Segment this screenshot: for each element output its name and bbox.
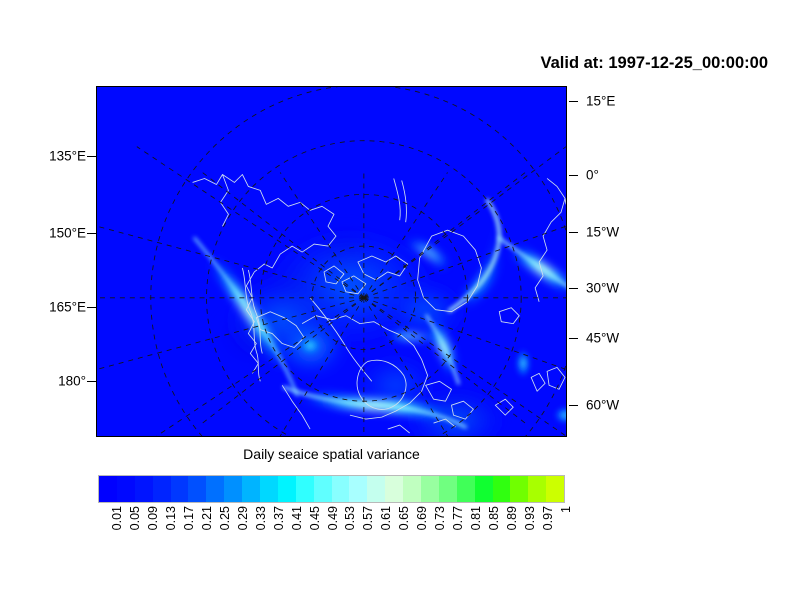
colorbar-swatch-1 <box>116 476 135 502</box>
colorbar-tick-11: 0.45 <box>307 506 322 531</box>
colorbar-tick-14: 0.57 <box>361 506 376 531</box>
colorbar-swatch-4 <box>170 476 189 502</box>
variance-high-ridges <box>187 191 566 436</box>
graticule-parallels <box>150 87 566 436</box>
graticule-meridians <box>97 146 566 436</box>
axis-label-right-1: 0° <box>586 167 599 183</box>
colorbar-tick-12: 0.49 <box>325 506 340 531</box>
tick-mark-left-0 <box>87 156 96 157</box>
colorbar-swatch-17 <box>403 476 422 502</box>
axis-label-left-1: 150°E <box>49 225 86 241</box>
colorbar-swatch-20 <box>456 476 475 502</box>
tick-mark-right-4 <box>569 338 578 339</box>
colorbar-swatch-14 <box>349 476 368 502</box>
colorbar-swatch-24 <box>528 476 547 502</box>
axis-label-left-0: 135°E <box>49 148 86 164</box>
colorbar-tick-9: 0.37 <box>271 506 286 531</box>
tick-mark-left-2 <box>87 307 96 308</box>
colorbar-swatch-2 <box>134 476 153 502</box>
tick-mark-right-1 <box>569 175 578 176</box>
colorbar-swatch-0 <box>99 476 117 502</box>
colorbar-tick-23: 0.93 <box>523 506 538 531</box>
colorbar-swatch-6 <box>206 476 225 502</box>
colorbar-swatch-21 <box>474 476 493 502</box>
colorbar-swatch-25 <box>546 476 565 502</box>
axis-label-right-5: 60°W <box>586 397 620 413</box>
colorbar-swatch-12 <box>313 476 332 502</box>
tick-mark-right-5 <box>569 405 578 406</box>
axis-label-left-2: 165°E <box>49 299 86 315</box>
colorbar-tick-8: 0.33 <box>253 506 268 531</box>
map-plot-area <box>96 86 567 437</box>
colorbar-swatch-11 <box>295 476 314 502</box>
colorbar-swatch-18 <box>421 476 439 502</box>
axis-label-right-0: 15°E <box>586 93 616 109</box>
colorbar-tick-18: 0.73 <box>433 506 448 531</box>
tick-mark-left-3 <box>87 381 96 382</box>
colorbar-swatch-19 <box>438 476 457 502</box>
tick-mark-right-3 <box>569 288 578 289</box>
axis-label-right-4: 45°W <box>586 330 620 346</box>
page-title: Valid at: 1997-12-25_00:00:00 <box>540 54 768 72</box>
colorbar-gradient <box>98 475 565 503</box>
axis-label-right-2: 15°W <box>586 224 620 240</box>
colorbar-swatch-9 <box>260 476 278 502</box>
colorbar-swatch-22 <box>492 476 511 502</box>
colorbar-caption: Daily seaice spatial variance <box>243 446 420 462</box>
colorbar-tick-5: 0.21 <box>199 506 214 531</box>
colorbar-tick-15: 0.61 <box>379 506 394 531</box>
colorbar-tick-2: 0.09 <box>145 506 160 531</box>
colorbar-tick-16: 0.65 <box>397 506 412 531</box>
axis-label-right-3: 30°W <box>586 280 620 296</box>
colorbar-swatch-15 <box>367 476 386 502</box>
colorbar-swatch-7 <box>224 476 243 502</box>
colorbar-tick-7: 0.29 <box>235 506 250 531</box>
colorbar-swatch-5 <box>188 476 207 502</box>
colorbar-swatch-16 <box>385 476 404 502</box>
colorbar-tick-19: 0.77 <box>451 506 466 531</box>
colorbar-swatch-13 <box>331 476 350 502</box>
axis-label-left-3: 180° <box>58 373 86 389</box>
colorbar-tick-17: 0.69 <box>415 506 430 531</box>
colorbar-tick-20: 0.81 <box>469 506 484 531</box>
colorbar-tick-3: 0.13 <box>163 506 178 531</box>
colorbar-tick-1: 0.05 <box>127 506 142 531</box>
colorbar-tick-0: 0.01 <box>109 506 124 531</box>
tick-mark-right-0 <box>569 101 578 102</box>
colorbar-swatch-10 <box>277 476 296 502</box>
colorbar-swatch-23 <box>510 476 529 502</box>
colorbar-tick-24: 0.97 <box>541 506 556 531</box>
tick-mark-right-2 <box>569 232 578 233</box>
colorbar-swatch-3 <box>152 476 171 502</box>
colorbar-tick-21: 0.85 <box>487 506 502 531</box>
colorbar-tick-22: 0.89 <box>505 506 520 531</box>
colorbar-tick-labels: 0.01 0.05 0.09 0.13 0.17 0.21 0.25 0.29 0.33 0.37… <box>98 506 573 564</box>
colorbar <box>98 475 565 503</box>
colorbar-tick-13: 0.53 <box>343 506 358 531</box>
colorbar-tick-4: 0.17 <box>181 506 196 531</box>
colorbar-tick-25: 1 <box>559 506 574 513</box>
colorbar-tick-10: 0.41 <box>289 506 304 531</box>
colorbar-swatch-8 <box>242 476 261 502</box>
map-canvas <box>97 87 566 436</box>
tick-mark-left-1 <box>87 233 96 234</box>
colorbar-tick-6: 0.25 <box>217 506 232 531</box>
